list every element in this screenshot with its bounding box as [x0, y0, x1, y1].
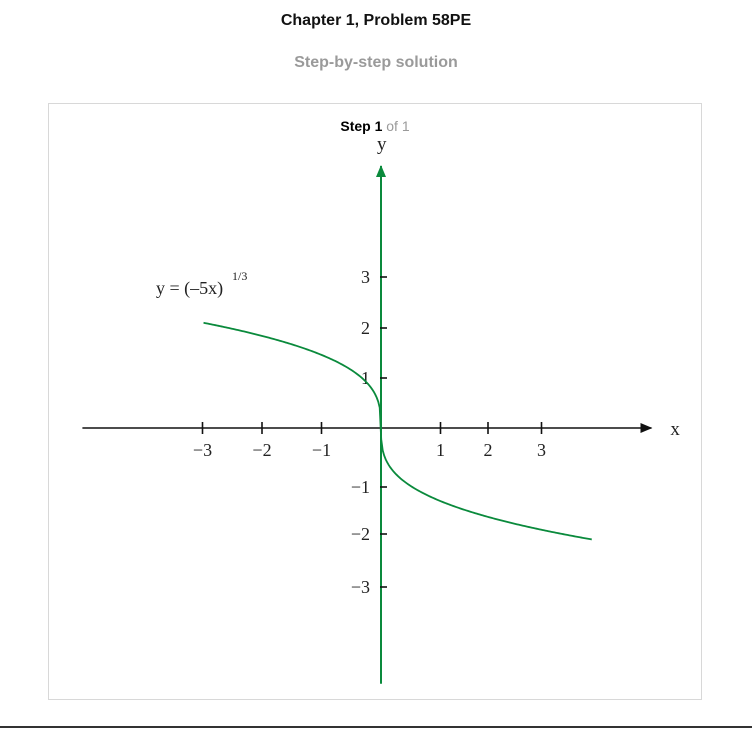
x-tick-label: −1: [312, 440, 331, 460]
x-tick-label: −3: [193, 440, 212, 460]
y-tick-label: −2: [351, 524, 370, 544]
x-tick-label: 1: [436, 440, 445, 460]
x-tick-label: 2: [484, 440, 493, 460]
y-tick-label: −3: [351, 577, 370, 597]
page-title: Chapter 1, Problem 58PE: [280, 12, 472, 29]
x-axis-label: x: [670, 419, 680, 440]
solution-subtitle: Step-by-step solution: [294, 54, 458, 71]
x-tick-label: −2: [252, 440, 271, 460]
x-tick-label: 3: [537, 440, 546, 460]
y-tick-label: 3: [361, 267, 370, 287]
function-label-exponent: 1/3: [232, 269, 247, 283]
step-number: Step 1: [340, 118, 383, 134]
step-indicator: Step 1 of 1: [49, 118, 701, 134]
y-tick-label: 2: [361, 318, 370, 338]
step-total: of 1: [386, 118, 410, 134]
y-axis-label: y: [377, 134, 387, 155]
function-curve: [203, 321, 592, 541]
page-bottom-rule: [0, 726, 752, 728]
function-label: y = (–5x): [156, 278, 223, 299]
y-tick-label: 1: [361, 368, 370, 388]
solution-card: Step 1 of 1: [48, 103, 702, 700]
y-tick-label: −1: [351, 477, 370, 497]
